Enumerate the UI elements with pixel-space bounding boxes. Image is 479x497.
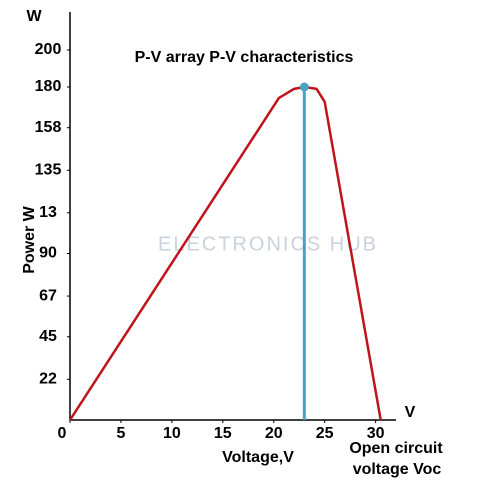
chart-title: P-V array P-V characteristics xyxy=(135,49,354,66)
x-tick-label: 5 xyxy=(116,425,125,442)
y-axis-label: Power W xyxy=(21,205,38,273)
x-tick-label: 0 xyxy=(58,425,67,442)
x-tick-label: 20 xyxy=(265,425,283,442)
y-unit: W xyxy=(26,8,42,25)
y-tick-label: 200 xyxy=(35,41,62,58)
x-tick-label: 10 xyxy=(163,425,181,442)
watermark: ELECTRONICS HUB xyxy=(158,233,378,255)
mpp-point xyxy=(299,82,309,92)
y-tick-label: 45 xyxy=(39,328,57,345)
y-tick-label: 67 xyxy=(39,287,57,304)
y-tick-label: 180 xyxy=(35,78,62,95)
x-unit: V xyxy=(405,404,416,421)
y-tick-label: 135 xyxy=(35,161,62,178)
x-tick-label: 15 xyxy=(214,425,232,442)
x-axis-label: Voltage,V xyxy=(222,449,294,466)
x-tick-label: 25 xyxy=(316,425,334,442)
y-tick-label: 90 xyxy=(39,245,57,262)
y-tick-label: 13 xyxy=(39,204,57,221)
y-tick-label: 158 xyxy=(35,119,62,136)
annotation: voltage Voc xyxy=(353,461,442,478)
y-tick-label: 22 xyxy=(39,371,57,388)
x-tick-label: 30 xyxy=(367,425,385,442)
annotation: Open circuit xyxy=(349,440,443,457)
